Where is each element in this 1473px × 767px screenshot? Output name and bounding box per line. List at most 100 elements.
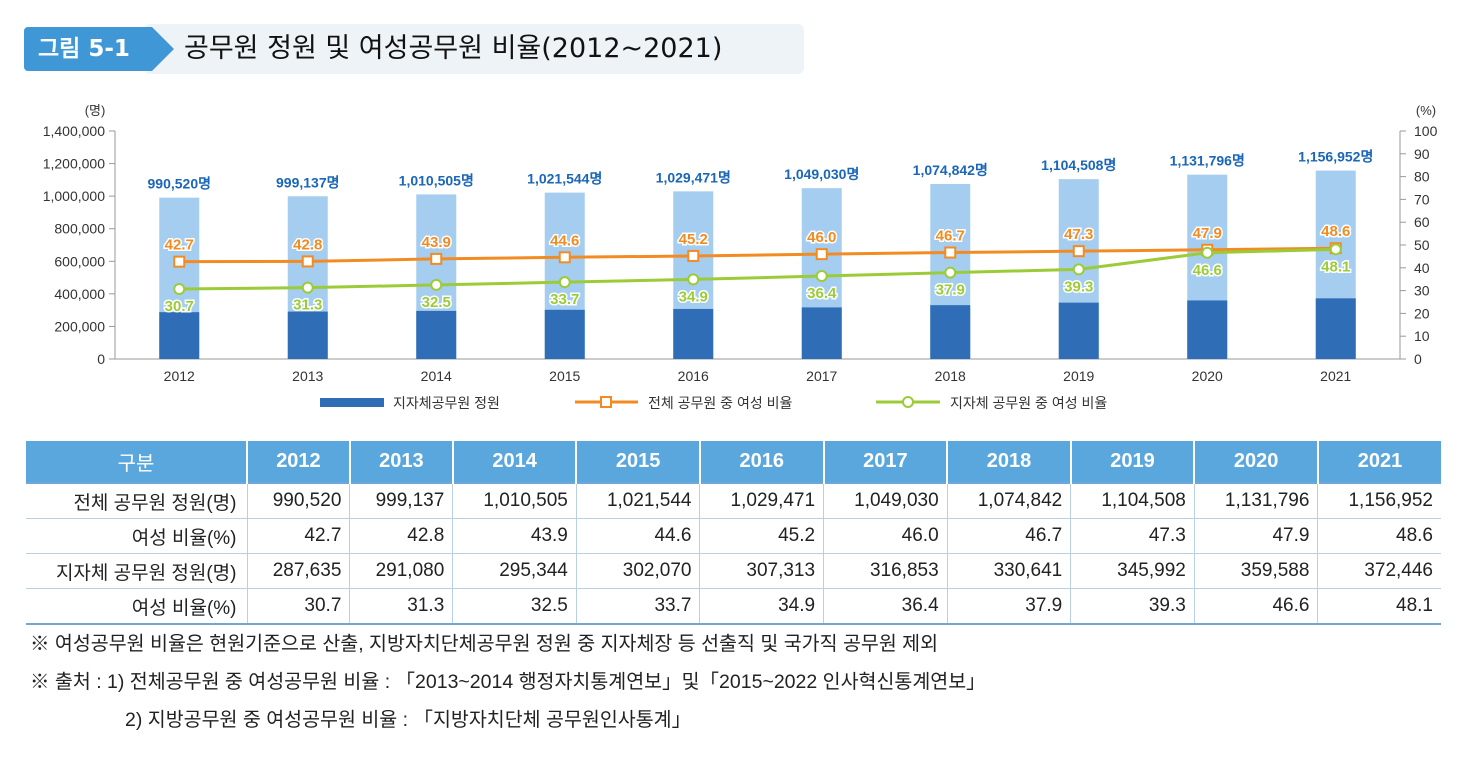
table-cell: 359,588 [1193,553,1318,589]
table-cell: 39.3 [1070,588,1195,625]
bar-local-staff [544,309,585,359]
bar-local-staff [673,308,714,359]
total-ratio-label: 42.8 [293,236,322,253]
bar-total-label: 1,010,505명 [399,172,474,188]
local-ratio-label: 31.3 [293,297,322,314]
table-cell: 46.0 [823,518,948,554]
table-cell: 1,029,471 [699,482,824,519]
right-tick-label: 50 [1414,237,1430,253]
table-cell: 295,344 [452,553,577,589]
total-ratio-marker [687,249,700,262]
right-tick-label: 70 [1414,191,1430,207]
bar-local-staff [1315,298,1356,359]
left-tick-label: 800,000 [54,221,105,237]
header-year: 2014 [451,441,577,483]
left-tick-label: 600,000 [54,253,105,269]
table-cell: 47.9 [1193,518,1318,554]
table-cell: 42.7 [246,518,350,554]
table-cell: 999,137 [349,482,453,519]
table-cell: 43.9 [452,518,577,554]
legend-swatch-bar [320,398,384,407]
local-ratio-marker [173,283,186,296]
bar-total-label: 990,520명 [148,176,212,192]
x-tick-label: 2016 [678,368,709,384]
table-row: 여성 비율(%) 30.7 31.3 32.5 33.7 34.9 36.4 37.9 39.3… [26,588,1441,625]
total-ratio-label: 46.7 [936,228,965,245]
bar-local-staff [1058,302,1099,359]
local-ratio-line [179,247,1336,291]
table-cell: 47.3 [1070,518,1195,554]
note-source-1: ※ 출처 : 1) 전체공무원 중 여성공무원 비율 : 「2013~2014 … [30,671,986,693]
total-ratio-marker [301,255,314,268]
local-ratio-label: 33.7 [550,291,579,308]
x-tick-label: 2012 [164,368,195,384]
right-tick-label: 20 [1414,305,1430,321]
note-basis: ※ 여성공무원 비율은 현원기준으로 산출, 지방자치단체공무원 정원 중 지자… [30,633,939,655]
row-label: 여성 비율(%) [26,588,247,625]
table-header-row: 구분 2012 2013 2014 2015 2016 2017 2018 2019 2020 20… [26,441,1441,483]
left-axis-unit: (명) [85,103,106,118]
total-ratio-label: 44.6 [550,232,579,249]
header-year: 2017 [822,441,948,483]
local-ratio-marker [1201,246,1214,259]
total-ratio-marker [944,246,957,259]
legend-marker-local [902,396,914,408]
local-ratio-label: 46.6 [1193,262,1222,279]
left-tick-label: 1,000,000 [43,188,105,204]
header-year: 2013 [348,441,453,483]
bar-local-staff [801,307,842,359]
table-cell: 302,070 [575,553,700,589]
table-cell: 345,992 [1070,553,1195,589]
right-tick-label: 90 [1414,146,1430,162]
table-cell: 42.8 [349,518,453,554]
total-ratio-label: 46.0 [807,229,836,246]
x-tick-label: 2014 [421,368,452,384]
table-cell: 46.7 [946,518,1071,554]
bar-total-label: 1,021,544명 [527,171,602,187]
left-tick-label: 400,000 [54,286,105,302]
local-ratio-marker [301,281,314,294]
header-year: 2021 [1316,441,1441,483]
table-cell: 316,853 [823,553,948,589]
right-tick-label: 80 [1414,169,1430,185]
header-year: 2015 [575,441,700,483]
header-background [144,24,804,74]
header-year: 2012 [246,441,350,483]
right-tick-label: 40 [1414,260,1430,276]
table-cell: 330,641 [946,553,1071,589]
note-source-2: 2) 지방공무원 중 여성공무원 비율 : 「지방자치단체 공무원인사통계」 [125,709,692,731]
left-tick-label: 1,400,000 [43,123,105,139]
header-year: 2020 [1193,441,1318,483]
figure-title: 공무원 정원 및 여성공무원 비율(2012~2021) [184,33,723,64]
x-tick-label: 2017 [806,368,837,384]
table-cell: 48.1 [1317,588,1441,625]
left-tick-label: 200,000 [54,318,105,334]
local-ratio-marker [687,273,700,286]
table-row: 지자체 공무원 정원(명) 287,635 291,080 295,344 302,07… [26,553,1441,589]
local-ratio-label: 32.5 [422,294,451,311]
data-table: 구분 2012 2013 2014 2015 2016 2017 2018 2019 2020 20… [26,441,1441,625]
figure-badge: 그림 5-1 [24,27,174,71]
header-year: 2016 [698,441,824,483]
notes: ※ 여성공무원 비율은 현원기준으로 산출, 지방자치단체공무원 정원 중 지자… [30,625,986,739]
table-cell: 44.6 [575,518,700,554]
total-ratio-label: 42.7 [165,237,194,254]
x-tick-label: 2019 [1063,368,1094,384]
local-ratio-marker [815,270,828,283]
table-body: 전체 공무원 정원(명) 990,520 999,137 1,010,505 1,021… [26,482,1441,625]
bar-total-label: 1,029,471명 [656,169,731,185]
total-ratio-label: 48.6 [1321,223,1350,240]
table-row: 여성 비율(%) 42.7 42.8 43.9 44.6 45.2 46.0 46.7 47.3… [26,518,1441,554]
local-ratio-marker [558,276,571,289]
right-tick-label: 30 [1414,283,1430,299]
legend-marker-total [600,396,612,408]
table-cell: 48.6 [1317,518,1441,554]
bar-total-label: 1,131,796명 [1170,153,1245,169]
total-ratio-marker [815,248,828,261]
table-cell: 31.3 [349,588,453,625]
table-cell: 34.9 [699,588,824,625]
legend-label-local: 지자체 공무원 중 여성 비율 [950,395,1107,411]
table-row: 전체 공무원 정원(명) 990,520 999,137 1,010,505 1,021… [26,482,1441,519]
left-tick-label: 0 [97,351,105,367]
header-category: 구분 [26,441,247,483]
